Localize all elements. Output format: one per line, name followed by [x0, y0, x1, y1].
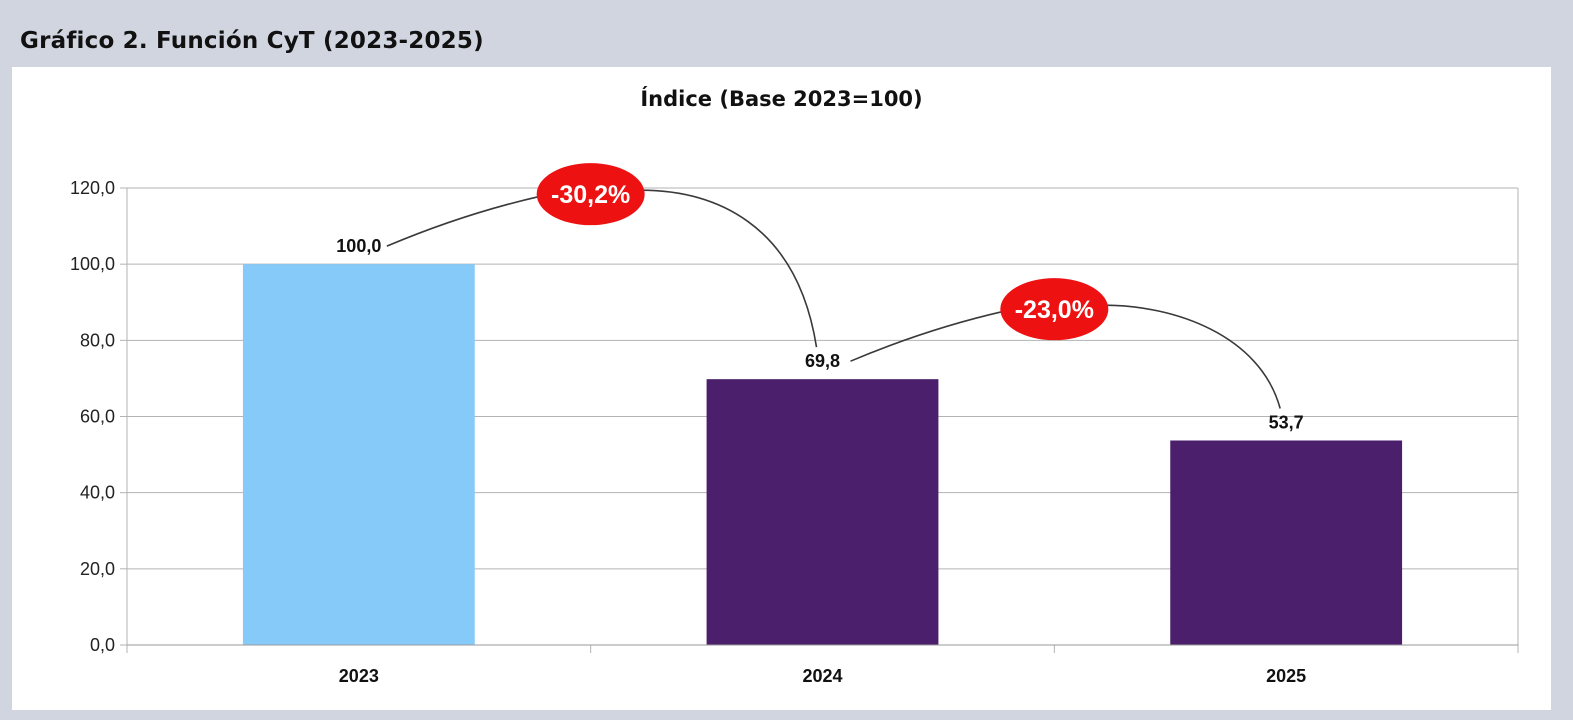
y-tick-label: 80,0 [80, 330, 115, 350]
bar-chart: 0,0 20,0 40,0 60,0 80,0 100,0 120,0 100,0 2023 69… [70, 163, 1519, 686]
change-connector [850, 304, 1281, 409]
y-tick-label: 100,0 [70, 254, 115, 274]
change-badge [536, 163, 645, 226]
bar-2023 [242, 264, 475, 645]
data-label-2023: 100,0 [336, 236, 381, 256]
y-tick-label: 40,0 [80, 483, 115, 503]
change-label: -23,0% [1015, 296, 1094, 324]
data-label-2025: 53,7 [1269, 412, 1304, 432]
y-tick-label: 0,0 [90, 635, 115, 655]
x-tick-label: 2023 [339, 666, 379, 686]
chart-panel: Índice (Base 2023=100) 0,0 20,0 40,0 60,0 80… [12, 67, 1551, 710]
chart-title: Índice (Base 2023=100) [640, 87, 923, 111]
y-tick-label: 60,0 [80, 407, 115, 427]
change-connector [386, 189, 818, 348]
change-badge [1000, 278, 1109, 341]
figure-title: Gráfico 2. Función CyT (2023-2025) [20, 28, 484, 54]
x-tick-label: 2024 [802, 666, 842, 686]
change-label: -30,2% [551, 181, 630, 209]
x-tick-label: 2025 [1266, 666, 1306, 686]
bar-2024 [706, 379, 939, 645]
bar-2025 [1170, 440, 1403, 645]
y-tick-label: 20,0 [80, 559, 115, 579]
y-tick-label: 120,0 [70, 178, 115, 198]
data-label-2024: 69,8 [805, 351, 840, 371]
